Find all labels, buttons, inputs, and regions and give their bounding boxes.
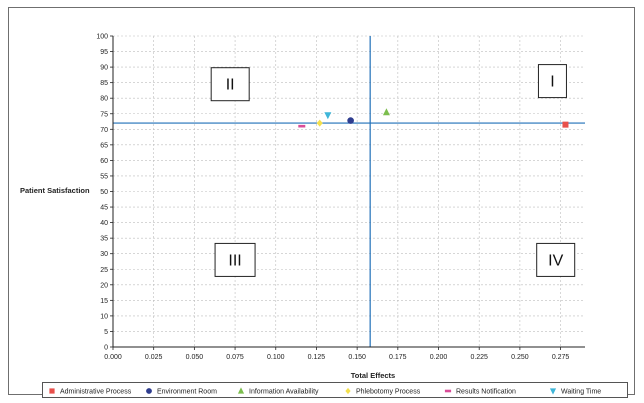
square-marker <box>562 121 569 128</box>
y-tick-label: 30 <box>100 251 108 258</box>
quadrant-label-box: III <box>214 242 256 277</box>
legend-item: Environment Room <box>146 388 217 396</box>
y-tick-label: 95 <box>100 49 108 56</box>
diamond-marker <box>316 119 323 127</box>
legend-label: Environment Room <box>157 389 217 396</box>
y-axis-ticks: 0 5 10 15 20 25 30 35 40 45 50 55 60 65 70 75 80 85 90 95 10… <box>96 34 113 352</box>
x-tick-label: 0.050 <box>186 354 204 361</box>
circle-marker <box>146 388 152 394</box>
x-tick-label: 0.000 <box>104 354 122 361</box>
triangle-down-marker <box>549 388 557 395</box>
diamond-marker <box>345 387 351 395</box>
quadrant-box <box>210 67 250 102</box>
y-tick-label: 20 <box>100 282 108 289</box>
dash-marker <box>298 124 306 128</box>
x-axis-ticks: 0.000 0.025 0.050 0.075 0.100 0.125 0.150 0.175… <box>104 347 569 361</box>
chart-frame: 0 5 10 15 20 25 30 35 40 45 50 55 60 65 70 75 80 85 90 95 10… <box>8 7 635 398</box>
data-point <box>316 119 323 127</box>
axes <box>112 36 585 348</box>
y-tick-label: 45 <box>100 205 108 212</box>
legend-item: Phlebotomy Process <box>345 387 421 396</box>
y-tick-label: 90 <box>100 65 108 72</box>
legend-label: Administrative Process <box>60 389 132 396</box>
data-point <box>347 117 354 124</box>
y-tick-label: 15 <box>100 298 108 305</box>
quadrant-label-box: IV <box>536 242 576 277</box>
legend-item: Administrative Process <box>49 388 132 396</box>
data-point <box>382 108 390 116</box>
x-tick-label: 0.200 <box>430 354 448 361</box>
y-tick-label: 50 <box>100 189 108 196</box>
quadrant-box <box>214 242 256 277</box>
y-tick-label: 65 <box>100 142 108 149</box>
y-tick-label: 35 <box>100 236 108 243</box>
y-tick-label: 85 <box>100 80 108 87</box>
triangle-down-marker <box>324 112 332 120</box>
scatter-chart: 0 5 10 15 20 25 30 35 40 45 50 55 60 65 70 75 80 85 90 95 10… <box>20 34 585 380</box>
x-tick-label: 0.075 <box>226 354 244 361</box>
legend-label: Results Notification <box>456 389 516 396</box>
legend-label: Waiting Time <box>561 389 601 396</box>
x-tick-label: 0.025 <box>145 354 163 361</box>
y-tick-label: 80 <box>100 96 108 103</box>
data-point <box>298 124 306 128</box>
legend-item: Results Notification <box>444 389 516 396</box>
triangle-up-marker <box>382 108 390 116</box>
y-tick-label: 0 <box>104 345 108 352</box>
quadrant-box <box>536 242 576 277</box>
x-tick-label: 0.250 <box>511 354 529 361</box>
x-axis-label: Total Effects <box>351 371 395 380</box>
triangle-up-marker <box>237 387 245 394</box>
y-axis-label: Patient Satisfaction <box>20 186 90 195</box>
quadrant-label-box: II <box>210 67 250 102</box>
quadrant-label: II <box>226 77 235 94</box>
quadrant-box <box>537 64 567 99</box>
legend-label: Phlebotomy Process <box>356 389 421 396</box>
legend: Administrative Process Environment Room In… <box>42 382 628 398</box>
y-tick-label: 10 <box>100 313 108 320</box>
square-marker <box>49 388 55 394</box>
y-tick-label: 100 <box>96 34 108 41</box>
dash-marker <box>444 389 452 393</box>
quadrant-label: III <box>228 252 241 269</box>
data-point <box>324 112 332 120</box>
y-tick-label: 40 <box>100 220 108 227</box>
data-points <box>298 108 569 128</box>
y-tick-label: 60 <box>100 158 108 165</box>
y-tick-label: 25 <box>100 267 108 274</box>
circle-marker <box>347 117 354 124</box>
x-tick-label: 0.225 <box>470 354 488 361</box>
y-tick-label: 5 <box>104 329 108 336</box>
quadrant-label-box: I <box>537 64 567 99</box>
x-tick-label: 0.150 <box>348 354 366 361</box>
quadrant-label: IV <box>548 252 563 269</box>
x-tick-label: 0.125 <box>308 354 326 361</box>
y-tick-label: 70 <box>100 127 108 134</box>
x-tick-label: 0.275 <box>552 354 570 361</box>
quadrant-label: I <box>550 74 554 91</box>
grid-lines <box>113 35 585 347</box>
y-tick-label: 75 <box>100 111 108 118</box>
legend-label: Information Availability <box>249 389 319 396</box>
legend-item: Information Availability <box>237 387 319 396</box>
x-tick-label: 0.175 <box>389 354 407 361</box>
x-tick-label: 0.100 <box>267 354 285 361</box>
y-tick-label: 55 <box>100 173 108 180</box>
legend-item: Waiting Time <box>549 388 601 396</box>
data-point <box>562 121 569 128</box>
